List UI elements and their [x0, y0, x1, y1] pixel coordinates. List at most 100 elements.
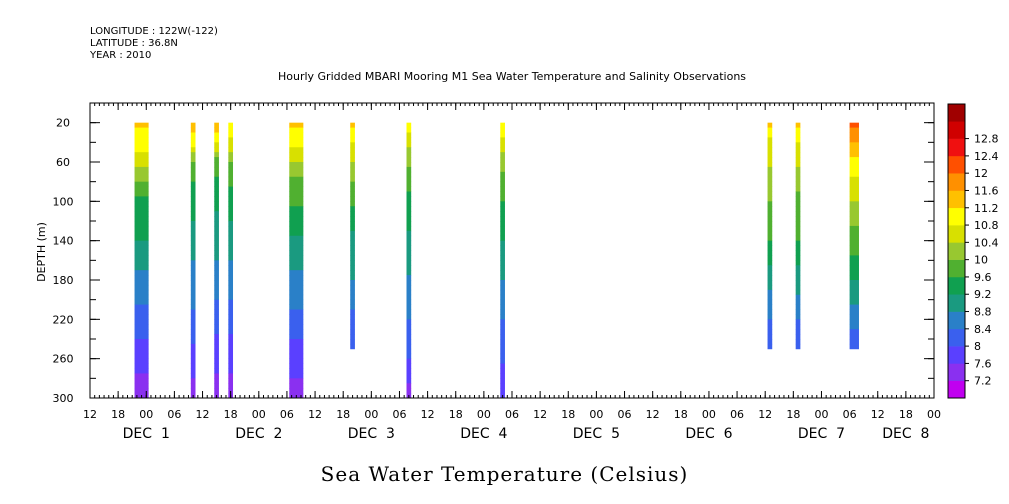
data-cell	[190, 309, 196, 315]
data-cell	[228, 245, 234, 251]
data-cell	[767, 270, 773, 276]
data-cell	[214, 383, 219, 389]
data-cell	[406, 240, 412, 246]
data-cell	[289, 363, 304, 369]
data-cell	[289, 383, 304, 389]
data-cell	[228, 299, 234, 305]
data-cell	[500, 171, 505, 178]
data-cell	[350, 225, 355, 232]
data-cell	[849, 127, 859, 133]
data-cell	[795, 162, 801, 168]
data-cell	[190, 225, 196, 232]
data-cell	[190, 373, 196, 379]
data-cell	[500, 235, 505, 242]
data-cell	[289, 250, 304, 256]
data-cell	[190, 255, 196, 261]
data-cell	[214, 388, 219, 394]
data-cell	[228, 334, 234, 340]
data-cell	[500, 358, 505, 364]
data-cell	[289, 211, 304, 217]
data-cell	[406, 152, 412, 158]
data-cell	[406, 137, 412, 143]
data-cell	[289, 309, 304, 315]
data-cell	[500, 299, 505, 305]
data-cell	[350, 181, 355, 187]
data-cell	[795, 250, 801, 256]
data-cell	[228, 211, 234, 217]
data-cell	[228, 324, 234, 330]
data-cell	[228, 314, 234, 320]
data-cell	[849, 225, 859, 232]
data-cell	[500, 162, 505, 168]
data-cell	[500, 137, 505, 143]
data-cell	[500, 378, 505, 384]
data-cell	[500, 294, 505, 301]
data-cell	[289, 206, 304, 212]
data-cell	[350, 265, 355, 271]
data-cell	[350, 245, 355, 251]
data-cell	[214, 348, 219, 355]
data-cell	[228, 280, 234, 286]
data-cell	[190, 294, 196, 301]
data-cell	[350, 284, 355, 291]
data-cell	[767, 343, 773, 350]
data-cell	[767, 304, 773, 310]
data-cell	[134, 358, 149, 364]
data-cell	[289, 122, 304, 128]
data-cell	[350, 314, 355, 320]
data-cell	[500, 319, 505, 325]
data-cell	[849, 147, 859, 153]
data-cell	[134, 348, 149, 355]
data-cell	[849, 245, 859, 251]
data-cell	[406, 127, 412, 133]
data-cell	[500, 186, 505, 192]
data-cell	[767, 334, 773, 340]
data-cell	[190, 280, 196, 286]
data-cell	[406, 329, 412, 335]
data-cell	[190, 181, 196, 187]
data-cell	[406, 358, 412, 364]
data-cell	[134, 289, 149, 296]
data-cell	[500, 206, 505, 212]
data-cell	[214, 299, 219, 305]
data-cell	[190, 240, 196, 246]
colorbar-label: 11.2	[974, 202, 999, 215]
data-cell	[500, 230, 505, 237]
data-cell	[190, 270, 196, 276]
y-tick-label: 220	[53, 313, 74, 326]
data-cell	[214, 122, 219, 128]
data-cell	[190, 235, 196, 242]
data-cell	[134, 304, 149, 310]
data-cell	[228, 181, 234, 187]
data-cell	[134, 211, 149, 217]
x-tick-label: 00	[477, 408, 491, 421]
data-cell	[767, 211, 773, 217]
data-cell	[214, 191, 219, 197]
data-cell	[500, 260, 505, 266]
colorbar-swatch	[948, 259, 965, 278]
data-cell	[350, 230, 355, 237]
data-cell	[500, 343, 505, 350]
data-cell	[500, 363, 505, 369]
data-cell	[795, 280, 801, 286]
data-cell	[289, 339, 304, 345]
data-cell	[214, 240, 219, 246]
data-cell	[849, 181, 859, 187]
data-cell	[228, 206, 234, 212]
data-cell	[289, 294, 304, 301]
data-cell	[214, 363, 219, 369]
data-cell	[849, 152, 859, 158]
data-cell	[406, 294, 412, 301]
data-cell	[228, 368, 234, 374]
data-cell	[350, 137, 355, 143]
y-tick-label: 140	[53, 235, 74, 248]
data-cell	[406, 132, 412, 138]
data-cell	[228, 343, 234, 350]
data-cell	[406, 319, 412, 325]
data-cell	[190, 142, 196, 148]
data-cell	[190, 196, 196, 202]
x-tick-label: 00	[589, 408, 603, 421]
data-cell	[500, 147, 505, 153]
data-cell	[228, 240, 234, 246]
x-day-label: DEC 3	[348, 426, 395, 442]
